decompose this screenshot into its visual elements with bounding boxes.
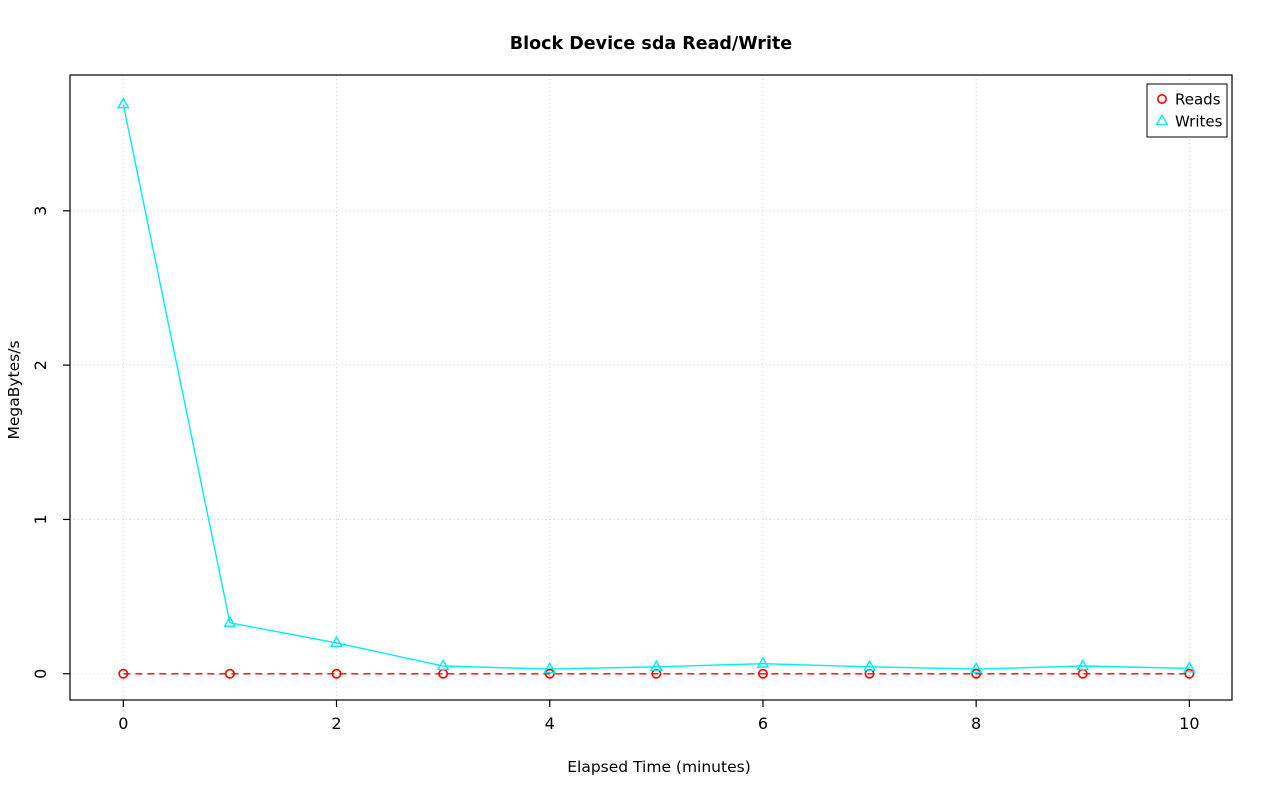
chart-title: Block Device sda Read/Write: [510, 34, 793, 54]
x-tick-label: 2: [331, 714, 341, 733]
x-tick-label: 8: [971, 714, 981, 733]
y-tick-label: 2: [31, 360, 50, 370]
marker-reads: [224, 668, 235, 679]
marker-writes: [116, 97, 130, 109]
marker-reads: [971, 668, 982, 679]
x-tick-label: 6: [758, 714, 768, 733]
marker-writes: [223, 615, 237, 627]
chart-layer: 0 2 4 6 8 10 0 1 2 3 Reads Writes: [31, 74, 1233, 733]
marker-reads: [331, 668, 342, 679]
x-tick-label: 10: [1179, 714, 1199, 733]
marker-writes: [330, 635, 343, 648]
series-line-writes: [122, 104, 1190, 670]
marker-writes: [1182, 661, 1196, 673]
marker-writes: [1076, 658, 1090, 671]
marker-writes: [969, 661, 983, 674]
marker-writes: [756, 656, 770, 668]
marker-writes: [863, 659, 876, 671]
marker-writes: [436, 658, 450, 671]
marker-reads: [544, 668, 555, 679]
y-tick-label: 0: [31, 669, 50, 679]
marker-reads: [1184, 668, 1195, 679]
marker-reads: [118, 668, 129, 679]
x-axis-label: Elapsed Time (minutes): [567, 758, 751, 776]
marker-writes: [649, 659, 663, 671]
x-tick-label: 4: [545, 714, 555, 733]
marker-writes: [543, 661, 557, 674]
y-tick-label: 3: [31, 206, 50, 216]
y-axis-label: MegaBytes/s: [5, 340, 23, 439]
legend-label-reads: Reads: [1175, 91, 1221, 109]
plot-border: [69, 74, 1233, 701]
y-tick-label: 1: [31, 514, 50, 524]
legend-box: [1146, 83, 1228, 138]
legend-marker-reads: [1157, 94, 1168, 105]
legend-label-writes: Writes: [1175, 113, 1223, 131]
legend-marker-writes: [1155, 113, 1169, 126]
x-tick-label: 0: [118, 714, 128, 733]
marker-reads: [757, 668, 768, 679]
